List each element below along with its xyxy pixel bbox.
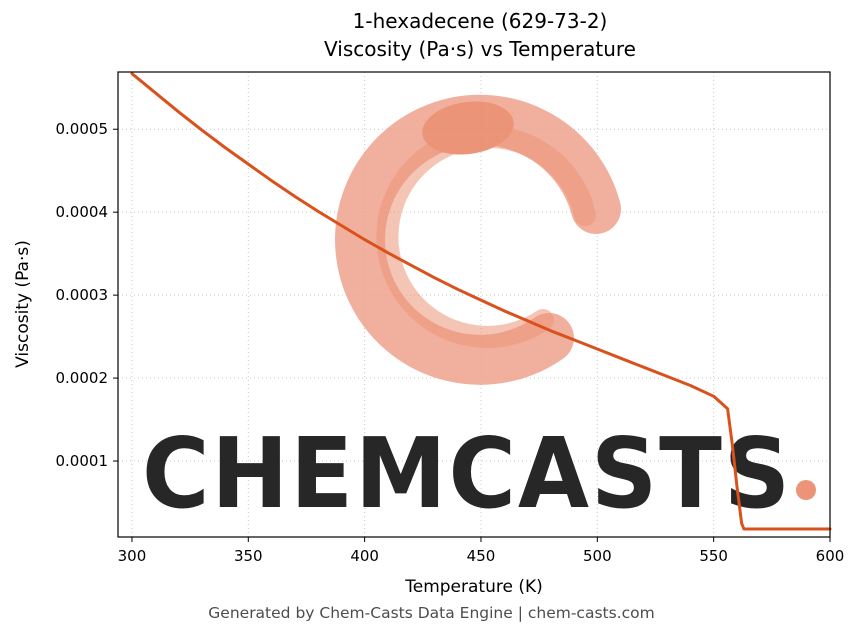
watermark-logo-c-icon (335, 94, 621, 385)
viscosity-vs-temperature-chart: 1-hexadecene (629-73-2) Viscosity (Pa·s)… (13, 9, 845, 597)
x-tick-label: 350 (234, 547, 263, 565)
x-tick-label: 450 (467, 547, 496, 565)
viscosity-data-line (130, 72, 832, 531)
y-axis-label: Viscosity (Pa·s) (13, 240, 33, 368)
watermark-logo-blob (422, 101, 514, 155)
footer-credit: Generated by Chem-Casts Data Engine | ch… (208, 604, 655, 622)
x-axis-label: Temperature (K) (404, 577, 543, 597)
plot-border (117, 71, 831, 538)
watermark-period-dot (796, 480, 816, 500)
axis-layer: 300 350 400 450 500 550 600 0.0001 0.0002 0.0003 0… (56, 120, 845, 565)
chart-title-line2: Viscosity (Pa·s) vs Temperature (324, 37, 636, 61)
y-tick-label: 0.0001 (56, 452, 109, 470)
watermark-text: CHEMCASTS (142, 417, 792, 530)
chemcasts-watermark: CHEMCASTS (142, 94, 816, 530)
y-tick-label: 0.0004 (56, 203, 109, 221)
chart-title-line1: 1-hexadecene (629-73-2) (353, 9, 608, 33)
x-tick-label: 400 (350, 547, 379, 565)
x-tick-label: 550 (699, 547, 728, 565)
x-tick-label: 300 (118, 547, 147, 565)
y-tick-label: 0.0005 (56, 120, 109, 138)
y-tick-label: 0.0003 (56, 286, 109, 304)
watermark-logo-c-inner-stroke (376, 125, 596, 348)
x-tick-label: 500 (583, 547, 612, 565)
y-tick-label: 0.0002 (56, 369, 109, 387)
plot-layer (130, 72, 832, 531)
x-tick-label: 600 (816, 547, 845, 565)
